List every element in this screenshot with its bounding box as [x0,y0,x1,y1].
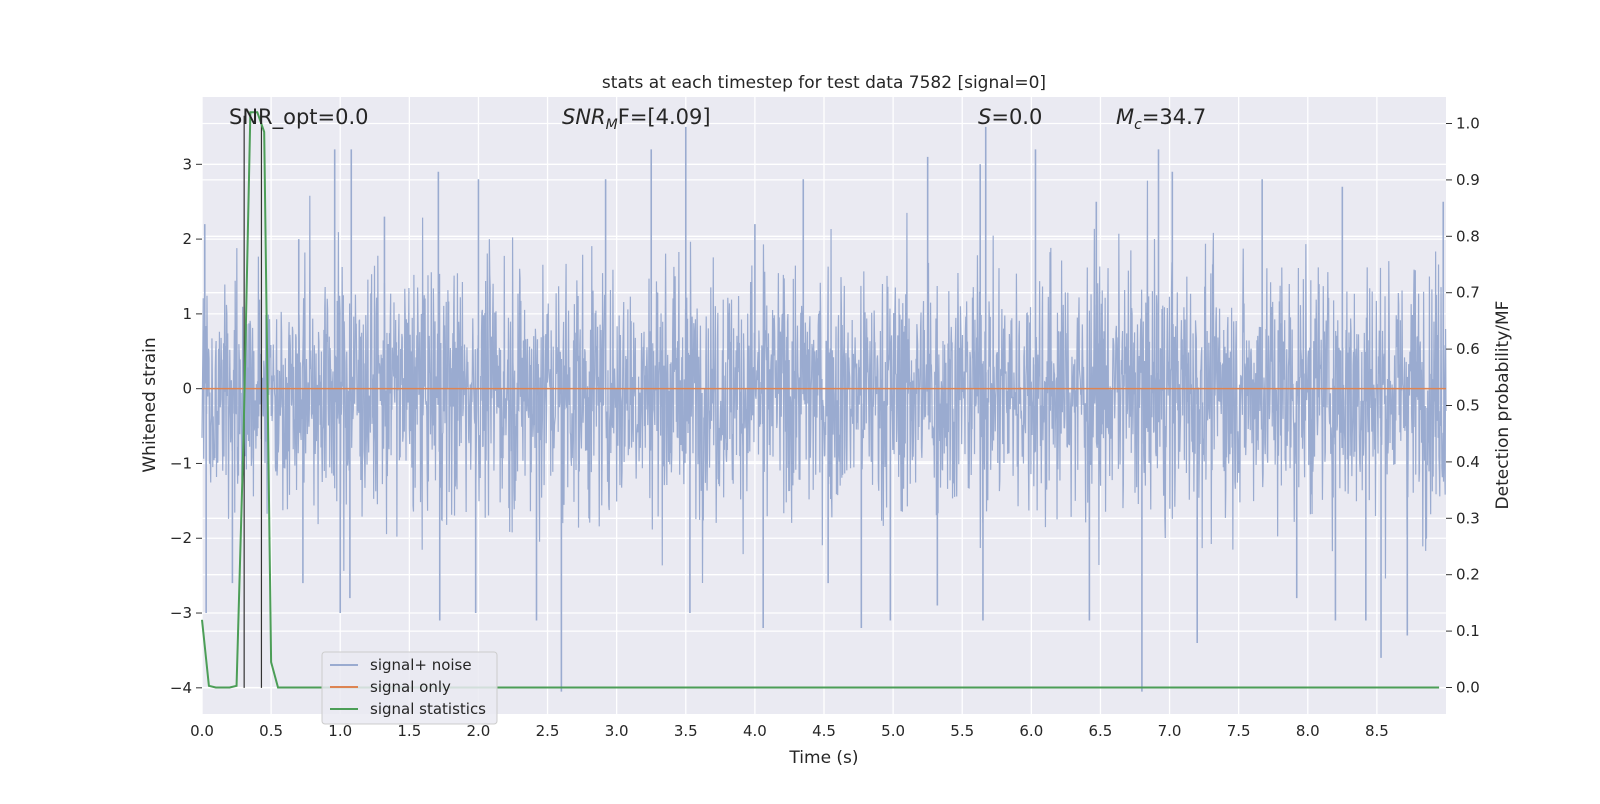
annotation-snr-opt: SNR_opt=0.0 [229,105,369,130]
legend: signal+ noise signal only signal statist… [321,651,498,725]
x-tick-label: 5.0 [881,722,905,740]
annotation-s: S=0.0 [978,105,1042,129]
annotation-mc: Mc=34.7 [1116,105,1206,133]
y-right-tick-label: 0.4 [1456,453,1480,471]
legend-label-signal-noise: signal+ noise [370,656,472,674]
series-signal-noise [201,126,1447,692]
y-left-tick-label: 2 [182,230,192,248]
y-right-tick-label: 0.6 [1456,340,1480,358]
x-tick-label: 1.0 [328,722,352,740]
signal-statistics-line [201,111,1440,689]
y-right-tick-label: 0.3 [1456,509,1480,527]
x-tick-label: 8.0 [1296,722,1320,740]
annotation-mc-base: M [1116,105,1134,129]
y-left-tick-label: 3 [182,155,192,173]
x-tick-label: 4.0 [743,722,767,740]
annotation-snr-mf-rest: F=[4.09] [618,105,711,129]
x-tick-label: 2.0 [467,722,491,740]
legend-box [321,651,498,725]
annotation-snr-mf: SNRMF=[4.09] [562,105,711,133]
x-tick-label: 6.0 [1019,722,1043,740]
legend-label-signal-only: signal only [370,678,451,696]
annotation-mc-sub: c [1134,117,1142,133]
annotation-s-rest: =0.0 [991,105,1042,129]
x-tick-labels: 0.0 0.5 1.0 1.5 2.0 2.5 3.0 3.5 4.0 4.5 5.0 5.5 6.0 6… [190,722,1389,740]
y-axis-label-left: Whitened strain [140,337,160,472]
y-right-tick-label: 0.7 [1456,284,1480,302]
x-tick-label: 7.0 [1158,722,1182,740]
annotation-mc-rest: =34.7 [1142,105,1206,129]
y-left-tick-label: 1 [182,305,192,323]
y-right-tick-label: 0.5 [1456,397,1480,415]
series-signal-statistics [201,111,1440,689]
y-right-tick-label: 1.0 [1456,115,1480,133]
y-left-tick-label: −4 [170,679,192,697]
y-right-tick-label: 0.9 [1456,171,1480,189]
y-right-tick-label: 0.8 [1456,227,1480,245]
annotation-snr-mf-sub: M [606,117,618,133]
chart-title: stats at each timestep for test data 758… [602,73,1046,93]
y-right-tick-label: 0.0 [1456,678,1480,696]
x-tick-label: 3.0 [605,722,629,740]
y-left-tick-label: −3 [170,604,192,622]
y-left-tick-label: 0 [182,380,192,398]
x-tick-label: 4.5 [812,722,836,740]
legend-label-signal-statistics: signal statistics [370,700,486,718]
annotation-snr-mf-base: SNR [562,105,606,129]
x-tick-label: 8.5 [1365,722,1389,740]
annotation-s-base: S [978,105,991,129]
x-tick-label: 2.5 [536,722,560,740]
y-right-tick-label: 0.2 [1456,566,1480,584]
x-tick-label: 1.5 [397,722,421,740]
x-axis-label: Time (s) [788,748,858,768]
y-right-tick-label: 0.1 [1456,622,1480,640]
x-tick-label: 6.5 [1089,722,1113,740]
y-left-tick-label: −2 [170,529,192,547]
x-tick-label: 0.0 [190,722,214,740]
y-axis-label-right: Detection probability/MF [1493,301,1513,510]
y-left-tick-label: −1 [170,454,192,472]
y-left-tick-labels: 3 2 1 0 −1 −2 −3 −4 [170,155,202,697]
noise-trace [201,180,1447,584]
x-tick-label: 5.5 [950,722,974,740]
x-tick-label: 0.5 [259,722,283,740]
x-tick-label: 3.5 [674,722,698,740]
y-right-tick-labels: 1.0 0.9 0.8 0.7 0.6 0.5 0.4 0.3 0.2 0.1 0.0 [1446,115,1480,696]
x-tick-label: 7.5 [1227,722,1251,740]
